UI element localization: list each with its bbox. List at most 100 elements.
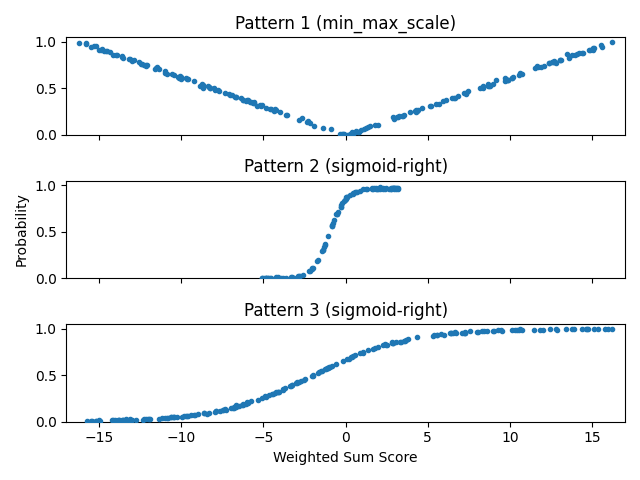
Point [363, 347, 373, 354]
Point [384, 185, 394, 192]
Point [506, 74, 516, 82]
Point [385, 185, 396, 192]
Point [237, 96, 248, 104]
Point [118, 417, 128, 425]
Point [83, 417, 93, 425]
Point [396, 338, 406, 346]
Point [227, 91, 237, 99]
Point [465, 327, 475, 335]
Point [228, 404, 239, 411]
Point [482, 327, 492, 335]
Point [411, 108, 421, 115]
Title: Pattern 3 (sigmoid-right): Pattern 3 (sigmoid-right) [244, 302, 448, 320]
Point [392, 113, 403, 120]
Point [273, 274, 283, 281]
Point [318, 246, 328, 253]
Point [259, 274, 269, 282]
Point [179, 412, 189, 420]
Point [449, 328, 460, 336]
Point [292, 379, 303, 386]
Point [387, 339, 397, 347]
Point [386, 184, 396, 192]
Point [293, 116, 303, 123]
Point [448, 329, 458, 337]
Point [289, 274, 300, 282]
Point [175, 72, 185, 80]
Point [332, 211, 342, 218]
Point [308, 264, 318, 272]
Point [303, 117, 313, 125]
Point [390, 184, 400, 192]
Point [367, 184, 377, 192]
Point [381, 341, 392, 349]
Point [500, 74, 511, 82]
Point [97, 46, 108, 53]
Point [461, 90, 472, 97]
Point [555, 56, 565, 64]
Point [472, 328, 483, 336]
Point [327, 221, 337, 228]
Point [287, 381, 298, 389]
Point [337, 130, 348, 138]
Point [196, 80, 207, 88]
Point [204, 84, 214, 91]
Point [174, 74, 184, 82]
Point [483, 80, 493, 87]
Point [202, 83, 212, 90]
Point [445, 329, 456, 337]
Point [502, 76, 513, 84]
Point [596, 41, 606, 49]
Point [389, 184, 399, 192]
Point [323, 232, 333, 240]
Point [210, 408, 220, 416]
Point [231, 93, 241, 101]
Point [351, 188, 362, 196]
Y-axis label: Probability: Probability [15, 192, 29, 266]
Point [327, 222, 337, 229]
Point [159, 69, 170, 77]
Point [588, 46, 598, 54]
Point [305, 119, 315, 127]
Point [401, 336, 412, 344]
Point [381, 185, 391, 192]
Point [271, 274, 281, 282]
Point [338, 130, 348, 138]
Point [515, 70, 525, 77]
Point [502, 76, 513, 84]
Point [118, 54, 128, 62]
Point [227, 404, 237, 412]
Point [351, 188, 362, 195]
Point [452, 93, 463, 100]
Point [327, 222, 337, 230]
Point [533, 63, 543, 71]
Point [209, 84, 219, 92]
Point [378, 185, 388, 193]
Point [74, 39, 84, 47]
Point [81, 40, 91, 48]
Point [131, 416, 141, 423]
Point [138, 416, 148, 423]
Point [111, 417, 122, 425]
Point [566, 51, 577, 59]
Point [460, 329, 470, 336]
Point [271, 275, 281, 282]
Point [588, 45, 598, 52]
Point [175, 73, 186, 81]
Point [238, 96, 248, 104]
Point [312, 370, 323, 377]
Point [115, 417, 125, 424]
Point [243, 399, 253, 407]
Point [151, 64, 161, 72]
Point [120, 417, 131, 424]
Point [371, 184, 381, 192]
Point [347, 353, 357, 361]
Point [340, 196, 350, 204]
Point [449, 94, 460, 102]
Point [101, 47, 111, 54]
Point [544, 60, 554, 67]
Point [324, 363, 335, 371]
Point [173, 73, 184, 81]
Point [450, 94, 460, 102]
Point [372, 121, 383, 129]
Point [108, 417, 118, 424]
